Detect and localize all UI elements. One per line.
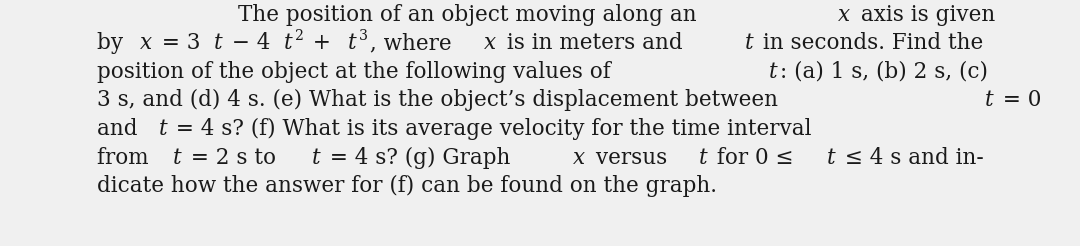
Text: x: x bbox=[838, 4, 850, 26]
Text: 2: 2 bbox=[295, 29, 303, 43]
Text: t: t bbox=[699, 147, 707, 169]
Text: from: from bbox=[97, 147, 156, 169]
Text: , where: , where bbox=[370, 32, 459, 54]
Text: x: x bbox=[573, 147, 585, 169]
Text: t: t bbox=[348, 32, 356, 54]
Text: dicate how the answer for (f) can be found on the graph.: dicate how the answer for (f) can be fou… bbox=[97, 175, 717, 197]
Text: t: t bbox=[284, 32, 293, 54]
Text: The position of an object moving along an: The position of an object moving along a… bbox=[238, 4, 703, 26]
Text: t: t bbox=[173, 147, 181, 169]
Text: +: + bbox=[307, 32, 338, 54]
Text: t: t bbox=[311, 147, 320, 169]
Text: position of the object at the following values of: position of the object at the following … bbox=[97, 61, 618, 83]
Text: = 0: = 0 bbox=[996, 90, 1041, 111]
Text: − 4: − 4 bbox=[226, 32, 271, 54]
Text: = 2 s to: = 2 s to bbox=[184, 147, 283, 169]
Text: t: t bbox=[769, 61, 778, 83]
Text: t: t bbox=[159, 118, 167, 140]
Text: ≤ 4 s and in-: ≤ 4 s and in- bbox=[837, 147, 983, 169]
Text: x: x bbox=[139, 32, 152, 54]
Text: : (a) 1 s, (b) 2 s, (c): : (a) 1 s, (b) 2 s, (c) bbox=[780, 61, 988, 83]
Text: t: t bbox=[985, 90, 994, 111]
Text: = 4 s? (f) What is its average velocity for the time interval: = 4 s? (f) What is its average velocity … bbox=[170, 118, 812, 140]
Text: in seconds. Find the: in seconds. Find the bbox=[756, 32, 983, 54]
Text: t: t bbox=[744, 32, 753, 54]
Text: by: by bbox=[97, 32, 131, 54]
Text: t: t bbox=[826, 147, 835, 169]
Text: axis is given: axis is given bbox=[854, 4, 995, 26]
Text: x: x bbox=[484, 32, 497, 54]
Text: = 4 s? (g) Graph: = 4 s? (g) Graph bbox=[323, 147, 516, 169]
Text: 3: 3 bbox=[359, 29, 367, 43]
Text: and: and bbox=[97, 118, 145, 140]
Text: for 0 ≤: for 0 ≤ bbox=[710, 147, 800, 169]
Text: is in meters and: is in meters and bbox=[500, 32, 689, 54]
Text: t: t bbox=[214, 32, 222, 54]
Text: versus: versus bbox=[589, 147, 674, 169]
Text: = 3: = 3 bbox=[156, 32, 201, 54]
Text: 3 s, and (d) 4 s. (e) What is the object’s displacement between: 3 s, and (d) 4 s. (e) What is the object… bbox=[97, 89, 785, 111]
